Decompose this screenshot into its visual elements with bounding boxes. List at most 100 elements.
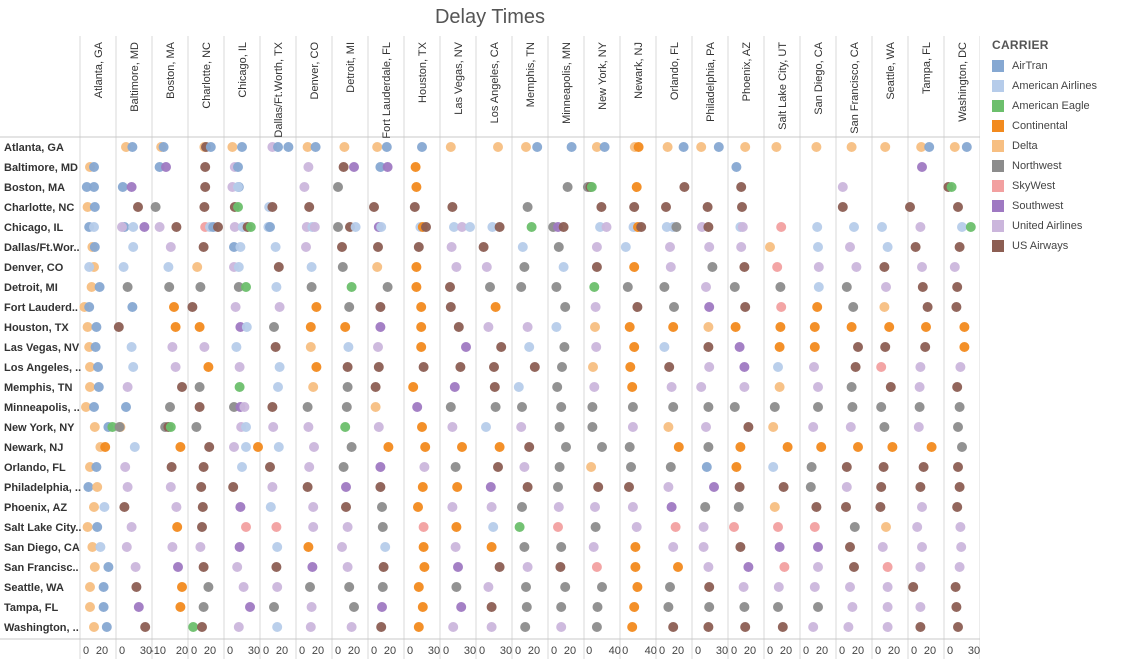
- data-point-skywest: [241, 522, 251, 532]
- data-point-airtran: [127, 142, 138, 152]
- data-point-united-airlines: [665, 242, 675, 252]
- destination-header-san-diego-ca: San Diego, CA: [813, 41, 825, 114]
- legend-item-united-airlines[interactable]: United Airlines: [992, 216, 1132, 236]
- data-point-airtran: [103, 562, 114, 572]
- x-tick-label: 20: [852, 645, 864, 657]
- data-point-united-airlines: [808, 422, 819, 432]
- data-point-us-airways: [171, 222, 182, 232]
- legend-item-southwest[interactable]: Southwest: [992, 196, 1132, 216]
- data-point-airtran: [91, 462, 102, 472]
- legend-swatch: [992, 240, 1004, 252]
- data-point-northwest: [848, 302, 859, 312]
- data-point-delta: [89, 422, 100, 432]
- data-point-northwest: [665, 462, 676, 472]
- destination-header-orlando-fl: Orlando, FL: [669, 42, 681, 100]
- data-point-united-airlines: [591, 242, 602, 252]
- data-point-continental: [775, 322, 786, 332]
- data-point-delta: [811, 142, 822, 152]
- data-point-us-airways: [370, 382, 381, 392]
- data-point-us-airways: [413, 242, 424, 252]
- x-tick-label: 0: [551, 645, 557, 657]
- data-point-northwest: [194, 382, 205, 392]
- data-point-us-airways: [489, 362, 499, 372]
- legend-item-skywest[interactable]: SkyWest: [992, 176, 1132, 196]
- legend-swatch: [992, 100, 1004, 112]
- data-point-skywest: [271, 522, 282, 532]
- data-point-united-airlines: [808, 622, 819, 632]
- data-point-american-airlines: [481, 422, 491, 432]
- legend-item-continental[interactable]: Continental: [992, 116, 1132, 136]
- data-point-us-airways: [197, 502, 208, 512]
- data-point-us-airways: [200, 182, 211, 192]
- data-point-delta: [227, 142, 238, 152]
- data-point-continental: [921, 322, 931, 332]
- data-point-delta: [493, 142, 503, 152]
- data-point-united-airlines: [955, 362, 966, 372]
- data-point-northwest: [517, 402, 527, 412]
- data-point-northwest: [516, 282, 527, 292]
- destination-header-baltimore-md: Baltimore, MD: [129, 42, 141, 112]
- legend-label: American Eagle: [1012, 100, 1090, 112]
- data-point-southwest: [235, 502, 246, 512]
- data-point-united-airlines: [126, 522, 137, 532]
- x-tick-label: 0: [911, 645, 917, 657]
- data-point-airtran: [701, 462, 712, 472]
- x-tick-label: 20: [96, 645, 108, 657]
- data-point-american-airlines: [118, 262, 129, 272]
- data-point-american-airlines: [84, 262, 95, 272]
- data-point-us-airways: [376, 622, 387, 632]
- data-point-us-airways: [524, 442, 535, 452]
- data-point-us-airways: [735, 542, 746, 552]
- legend-item-american-eagle[interactable]: American Eagle: [992, 96, 1132, 116]
- x-tick-label: 0: [586, 645, 592, 657]
- data-point-american-airlines: [272, 542, 283, 552]
- legend-item-american-airlines[interactable]: American Airlines: [992, 76, 1132, 96]
- data-point-delta: [81, 402, 91, 412]
- data-point-american-airlines: [271, 282, 282, 292]
- data-point-northwest: [665, 582, 675, 592]
- data-point-us-airways: [267, 202, 278, 212]
- data-point-continental: [413, 502, 423, 512]
- data-point-us-airways: [113, 322, 124, 332]
- data-point-us-airways: [522, 482, 533, 492]
- data-point-northwest: [377, 502, 387, 512]
- legend-item-delta[interactable]: Delta: [992, 136, 1132, 156]
- data-point-airtran: [92, 522, 103, 532]
- data-point-united-airlines: [915, 222, 926, 232]
- data-point-northwest: [773, 602, 783, 612]
- data-point-united-airlines: [698, 522, 709, 532]
- data-point-american-airlines: [237, 462, 247, 472]
- data-point-northwest: [150, 202, 161, 212]
- legend-item-northwest[interactable]: Northwest: [992, 156, 1132, 176]
- data-point-continental: [632, 582, 643, 592]
- data-point-us-airways: [496, 342, 507, 352]
- data-point-delta: [89, 502, 99, 512]
- origin-label-orlando-fl: Orlando, FL: [4, 462, 66, 474]
- origin-label-newark-nj: Newark, NJ: [4, 442, 63, 454]
- data-point-northwest: [269, 602, 279, 612]
- data-point-delta: [82, 202, 93, 212]
- data-point-united-airlines: [457, 222, 467, 232]
- data-point-airtran: [98, 582, 109, 592]
- data-point-northwest: [342, 382, 353, 392]
- data-point-northwest: [769, 402, 780, 412]
- data-point-southwest: [349, 162, 359, 172]
- data-point-american-airlines: [513, 382, 524, 392]
- data-point-northwest: [519, 262, 530, 272]
- data-point-airtran: [81, 182, 92, 192]
- legend-item-airtran[interactable]: AirTran: [992, 56, 1132, 76]
- data-point-us-airways: [661, 202, 671, 212]
- data-point-continental: [816, 442, 827, 452]
- data-point-northwest: [333, 182, 343, 192]
- origin-label-minneapolis: Minneapolis, ..: [4, 402, 80, 414]
- data-point-continental: [959, 342, 970, 352]
- legend-item-us-airways[interactable]: US Airways: [992, 236, 1132, 256]
- data-point-delta: [85, 362, 95, 372]
- data-point-united-airlines: [843, 622, 854, 632]
- origin-label-charlotte-nc: Charlotte, NC: [4, 202, 74, 214]
- data-point-us-airways: [664, 362, 675, 372]
- x-tick-label: 0: [443, 645, 449, 657]
- x-tick-label: 20: [564, 645, 576, 657]
- data-point-northwest: [556, 542, 567, 552]
- data-point-us-airways: [140, 622, 151, 632]
